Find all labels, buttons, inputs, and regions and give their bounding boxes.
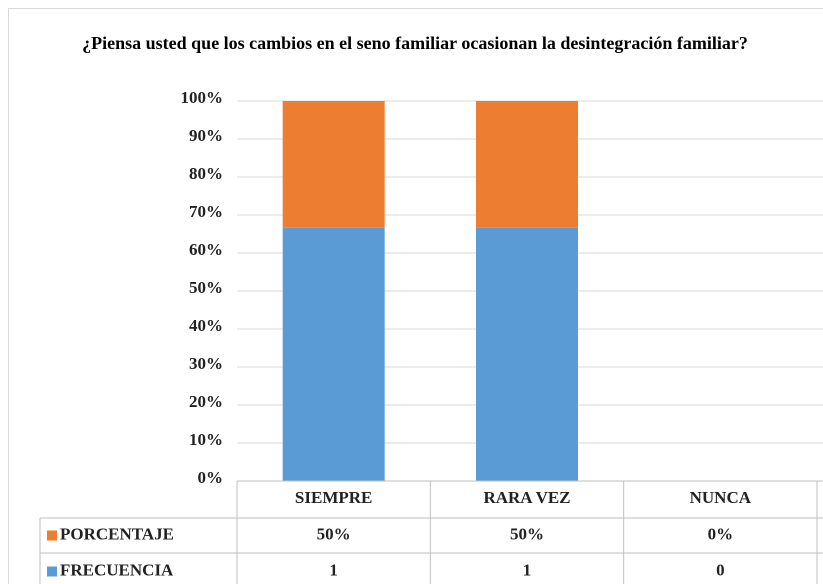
y-tick-label: 80% (189, 164, 223, 183)
y-tick-label: 90% (189, 126, 223, 145)
x-tick-label: SIEMPRE (295, 488, 372, 507)
bar-segment (282, 101, 385, 228)
x-tick-label: RARA VEZ (483, 488, 570, 507)
bar-segment (476, 227, 578, 481)
table-value: 0% (708, 524, 734, 543)
table-value: 50% (317, 524, 351, 543)
table-value: 1 (523, 560, 532, 579)
bar-segment (282, 227, 385, 481)
table-value: 0 (716, 560, 725, 579)
x-tick-label: NUNCA (690, 488, 752, 507)
y-tick-label: 20% (189, 392, 223, 411)
y-tick-label: 30% (189, 354, 223, 373)
y-tick-label: 10% (189, 430, 223, 449)
legend-marker (47, 566, 57, 577)
table-value: 50% (510, 524, 544, 543)
chart-title: ¿Piensa usted que los cambios en el seno… (82, 33, 748, 53)
legend-label: PORCENTAJE (60, 524, 174, 543)
legend-label: FRECUENCIA (60, 560, 174, 579)
table-value: 1 (329, 560, 338, 579)
y-tick-label: 60% (189, 240, 223, 259)
y-tick-label: 40% (189, 316, 223, 335)
y-tick-label: 0% (198, 468, 224, 487)
chart-border (8, 8, 823, 584)
bar-segment (476, 101, 578, 228)
y-tick-label: 50% (189, 278, 223, 297)
y-tick-label: 100% (181, 88, 224, 107)
legend-marker (47, 530, 57, 541)
y-tick-label: 70% (189, 202, 223, 221)
